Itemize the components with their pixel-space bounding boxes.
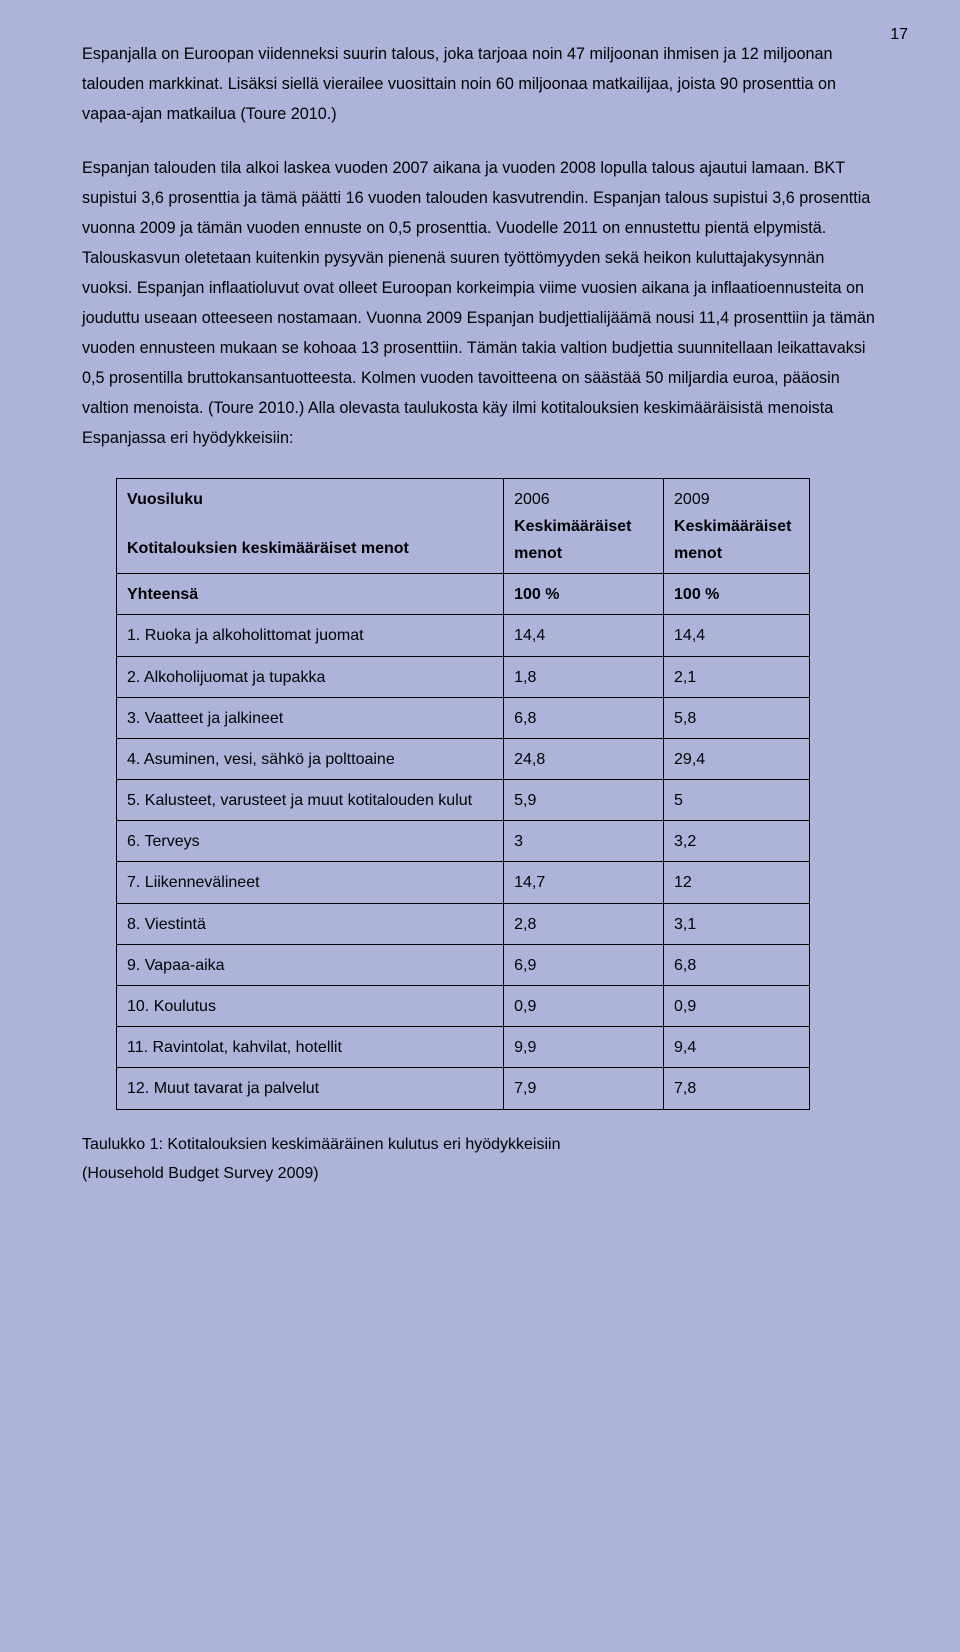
row-value-2006: 100 %	[504, 574, 664, 615]
row-value-2009: 2,1	[664, 656, 810, 697]
row-label: 9. Vapaa-aika	[117, 944, 504, 985]
header-col2-line2a: Keskimääräiset	[674, 513, 799, 540]
paragraph-1: Espanjalla on Euroopan viidenneksi suuri…	[82, 40, 878, 130]
row-value-2009: 6,8	[664, 944, 810, 985]
row-value-2006: 2,8	[504, 903, 664, 944]
table-row: 2. Alkoholijuomat ja tupakka1,82,1	[117, 656, 810, 697]
header-col1-line1: 2006	[514, 486, 653, 513]
table-row: 6. Terveys33,2	[117, 821, 810, 862]
expenses-table: Vuosiluku Kotitalouksien keskimääräiset …	[116, 478, 810, 1110]
header-col1-line2a: Keskimääräiset	[514, 513, 653, 540]
row-value-2006: 0,9	[504, 986, 664, 1027]
row-value-2009: 3,1	[664, 903, 810, 944]
row-value-2006: 3	[504, 821, 664, 862]
row-value-2006: 14,4	[504, 615, 664, 656]
row-value-2006: 6,8	[504, 697, 664, 738]
header-col0-line2: Kotitalouksien keskimääräiset menot	[127, 535, 493, 562]
header-col1: 2006 Keskimääräiset menot	[504, 478, 664, 574]
table-caption: Taulukko 1: Kotitalouksien keskimääräine…	[82, 1130, 878, 1189]
row-value-2009: 3,2	[664, 821, 810, 862]
row-value-2006: 9,9	[504, 1027, 664, 1068]
row-value-2009: 0,9	[664, 986, 810, 1027]
row-label: 3. Vaatteet ja jalkineet	[117, 697, 504, 738]
row-value-2006: 6,9	[504, 944, 664, 985]
page-number: 17	[890, 26, 908, 44]
row-label: 11. Ravintolat, kahvilat, hotellit	[117, 1027, 504, 1068]
table-header-row: Vuosiluku Kotitalouksien keskimääräiset …	[117, 478, 810, 574]
header-col2: 2009 Keskimääräiset menot	[664, 478, 810, 574]
row-value-2009: 5	[664, 780, 810, 821]
table-row: 1. Ruoka ja alkoholittomat juomat14,414,…	[117, 615, 810, 656]
paragraph-2: Espanjan talouden tila alkoi laskea vuod…	[82, 154, 878, 454]
row-label: 4. Asuminen, vesi, sähkö ja polttoaine	[117, 738, 504, 779]
row-value-2006: 14,7	[504, 862, 664, 903]
row-value-2006: 5,9	[504, 780, 664, 821]
header-col2-line2b: menot	[674, 540, 799, 567]
row-label: 1. Ruoka ja alkoholittomat juomat	[117, 615, 504, 656]
row-label: 5. Kalusteet, varusteet ja muut kotitalo…	[117, 780, 504, 821]
table-row: 4. Asuminen, vesi, sähkö ja polttoaine24…	[117, 738, 810, 779]
row-value-2009: 14,4	[664, 615, 810, 656]
row-value-2006: 24,8	[504, 738, 664, 779]
table-row: 12. Muut tavarat ja palvelut7,97,8	[117, 1068, 810, 1109]
table-row: 5. Kalusteet, varusteet ja muut kotitalo…	[117, 780, 810, 821]
table-row: Yhteensä100 %100 %	[117, 574, 810, 615]
row-label: 10. Koulutus	[117, 986, 504, 1027]
header-col1-line2b: menot	[514, 540, 653, 567]
table-row: 8. Viestintä2,83,1	[117, 903, 810, 944]
table-row: 3. Vaatteet ja jalkineet6,85,8	[117, 697, 810, 738]
caption-line1: Taulukko 1: Kotitalouksien keskimääräine…	[82, 1130, 878, 1160]
row-label: 2. Alkoholijuomat ja tupakka	[117, 656, 504, 697]
row-value-2009: 29,4	[664, 738, 810, 779]
row-label: 12. Muut tavarat ja palvelut	[117, 1068, 504, 1109]
table-row: 9. Vapaa-aika6,96,8	[117, 944, 810, 985]
row-value-2009: 5,8	[664, 697, 810, 738]
row-value-2009: 12	[664, 862, 810, 903]
row-value-2009: 7,8	[664, 1068, 810, 1109]
table-row: 11. Ravintolat, kahvilat, hotellit9,99,4	[117, 1027, 810, 1068]
row-label: 6. Terveys	[117, 821, 504, 862]
row-value-2009: 9,4	[664, 1027, 810, 1068]
row-label: Yhteensä	[117, 574, 504, 615]
row-value-2006: 1,8	[504, 656, 664, 697]
row-label: 7. Liikennevälineet	[117, 862, 504, 903]
header-col2-line1: 2009	[674, 486, 799, 513]
header-col0: Vuosiluku Kotitalouksien keskimääräiset …	[117, 478, 504, 574]
table-row: 10. Koulutus0,90,9	[117, 986, 810, 1027]
header-col0-line1: Vuosiluku	[127, 486, 493, 513]
row-value-2006: 7,9	[504, 1068, 664, 1109]
row-label: 8. Viestintä	[117, 903, 504, 944]
caption-line2: (Household Budget Survey 2009)	[82, 1159, 878, 1189]
row-value-2009: 100 %	[664, 574, 810, 615]
table-row: 7. Liikennevälineet14,712	[117, 862, 810, 903]
